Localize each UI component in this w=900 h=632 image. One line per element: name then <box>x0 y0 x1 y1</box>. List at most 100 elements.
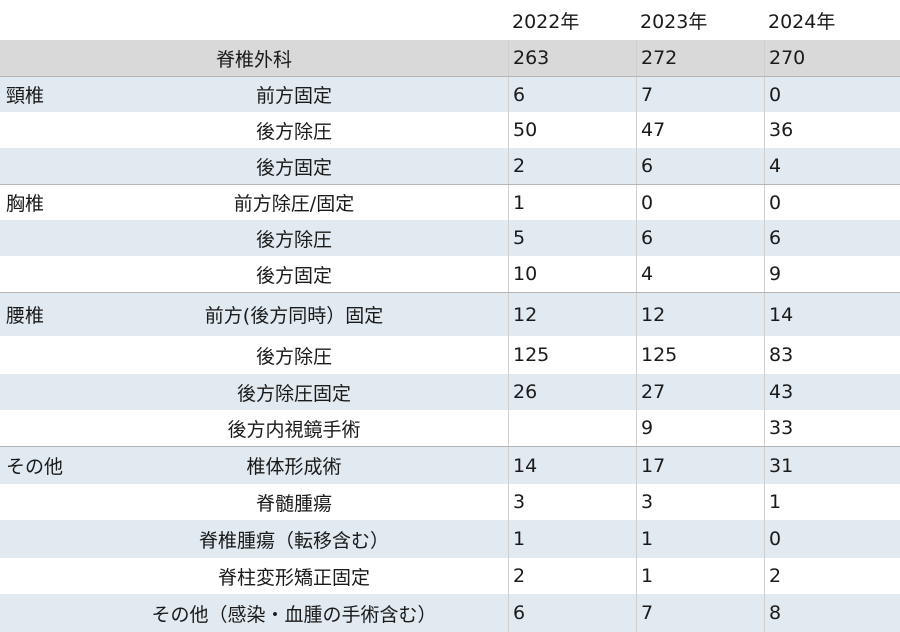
value-2022: 6 <box>508 594 636 632</box>
value-2023: 1 <box>636 558 764 594</box>
value-2023: 4 <box>636 256 764 292</box>
table-row: 後方除圧固定 26 27 43 <box>0 374 900 410</box>
table-row: 脊髄腫瘍 3 3 1 <box>0 484 900 520</box>
value-2023: 7 <box>636 594 764 632</box>
table-row: 後方除圧 125 125 83 <box>0 336 900 374</box>
procedure-label: 脊柱変形矯正固定 <box>217 566 370 589</box>
column-header-2022: 2022年 <box>512 10 580 33</box>
column-header-2023: 2023年 <box>640 10 708 33</box>
table-row: その他（感染・血腫の手術含む） 6 7 8 <box>0 594 900 632</box>
value-2023: 9 <box>636 410 764 446</box>
value-2022 <box>508 410 636 446</box>
value-2022: 5 <box>508 220 636 256</box>
total-value-2024: 270 <box>764 40 900 76</box>
header-blank-cell <box>0 0 508 40</box>
procedure-label: 前方除圧/固定 <box>233 193 355 215</box>
procedure-label: 椎体形成術 <box>246 456 342 478</box>
total-label: 脊椎外科 <box>215 48 292 71</box>
value-2022: 1 <box>508 185 636 220</box>
value-2023: 6 <box>636 148 764 184</box>
column-header-2024: 2024年 <box>768 10 836 33</box>
region-label <box>0 148 80 184</box>
value-2022: 12 <box>508 293 636 336</box>
procedure-label: 後方内視鏡手術 <box>227 418 361 441</box>
table-row: その他 椎体形成術 14 17 31 <box>0 446 900 484</box>
value-2022: 125 <box>508 336 636 374</box>
value-2022: 2 <box>508 148 636 184</box>
procedure-label: 後方除圧 <box>255 228 332 251</box>
value-2024: 14 <box>764 293 900 336</box>
table-row: 胸椎 前方除圧/固定 1 0 0 <box>0 184 900 220</box>
region-label <box>0 220 80 256</box>
procedure-label: 脊髄腫瘍 <box>255 492 332 515</box>
value-2023: 27 <box>636 374 764 410</box>
value-2022: 2 <box>508 558 636 594</box>
table-row: 後方除圧 5 6 6 <box>0 220 900 256</box>
value-2024: 6 <box>764 220 900 256</box>
region-label: その他 <box>6 456 64 478</box>
value-2024: 83 <box>764 336 900 374</box>
table-header-row: 2022年 2023年 2024年 <box>0 0 900 40</box>
value-2024: 4 <box>764 148 900 184</box>
procedure-label: 後方除圧固定 <box>236 382 351 405</box>
value-2024: 43 <box>764 374 900 410</box>
region-label: 胸椎 <box>6 193 45 215</box>
value-2023: 1 <box>636 520 764 558</box>
procedure-label: 前方固定 <box>255 85 332 107</box>
region-label: 頸椎 <box>6 85 45 107</box>
value-2022: 3 <box>508 484 636 520</box>
region-label <box>0 256 80 292</box>
total-value-2022: 263 <box>508 40 636 76</box>
value-2024: 1 <box>764 484 900 520</box>
value-2024: 33 <box>764 410 900 446</box>
value-2024: 36 <box>764 112 900 148</box>
value-2024: 2 <box>764 558 900 594</box>
total-row: 脊椎外科 263 272 270 <box>0 40 900 76</box>
value-2022: 26 <box>508 374 636 410</box>
procedure-label: 脊椎腫瘍（転移含む） <box>198 529 389 552</box>
region-label <box>0 336 80 374</box>
value-2023: 6 <box>636 220 764 256</box>
value-2023: 3 <box>636 484 764 520</box>
value-2024: 8 <box>764 594 900 632</box>
value-2022: 10 <box>508 256 636 292</box>
value-2024: 9 <box>764 256 900 292</box>
region-label <box>0 410 80 446</box>
procedure-label: 後方除圧 <box>255 120 332 143</box>
value-2023: 12 <box>636 293 764 336</box>
region-label <box>0 520 80 558</box>
value-2023: 125 <box>636 336 764 374</box>
procedure-label: その他（感染・血腫の手術含む） <box>151 603 437 626</box>
procedure-label: 後方固定 <box>255 264 332 287</box>
table-row: 脊椎腫瘍（転移含む） 1 1 0 <box>0 520 900 558</box>
value-2023: 7 <box>636 77 764 112</box>
procedure-label: 後方固定 <box>255 156 332 179</box>
procedure-label: 前方(後方同時）固定 <box>204 305 384 327</box>
table-row: 後方固定 10 4 9 <box>0 256 900 292</box>
region-label <box>0 558 80 594</box>
region-label <box>0 374 80 410</box>
value-2022: 1 <box>508 520 636 558</box>
table-row: 脊柱変形矯正固定 2 1 2 <box>0 558 900 594</box>
value-2024: 31 <box>764 447 900 484</box>
value-2022: 50 <box>508 112 636 148</box>
region-label <box>0 484 80 520</box>
value-2023: 0 <box>636 185 764 220</box>
region-label <box>0 112 80 148</box>
region-label: 腰椎 <box>6 305 45 327</box>
value-2022: 14 <box>508 447 636 484</box>
procedure-label: 後方除圧 <box>255 345 332 368</box>
region-label <box>0 594 80 632</box>
total-value-2023: 272 <box>636 40 764 76</box>
value-2024: 0 <box>764 185 900 220</box>
value-2023: 47 <box>636 112 764 148</box>
table-row: 後方固定 2 6 4 <box>0 148 900 184</box>
table-row: 後方内視鏡手術 9 33 <box>0 410 900 446</box>
value-2024: 0 <box>764 520 900 558</box>
value-2023: 17 <box>636 447 764 484</box>
value-2022: 6 <box>508 77 636 112</box>
table-row: 後方除圧 50 47 36 <box>0 112 900 148</box>
value-2024: 0 <box>764 77 900 112</box>
table-row: 頸椎 前方固定 6 7 0 <box>0 76 900 112</box>
